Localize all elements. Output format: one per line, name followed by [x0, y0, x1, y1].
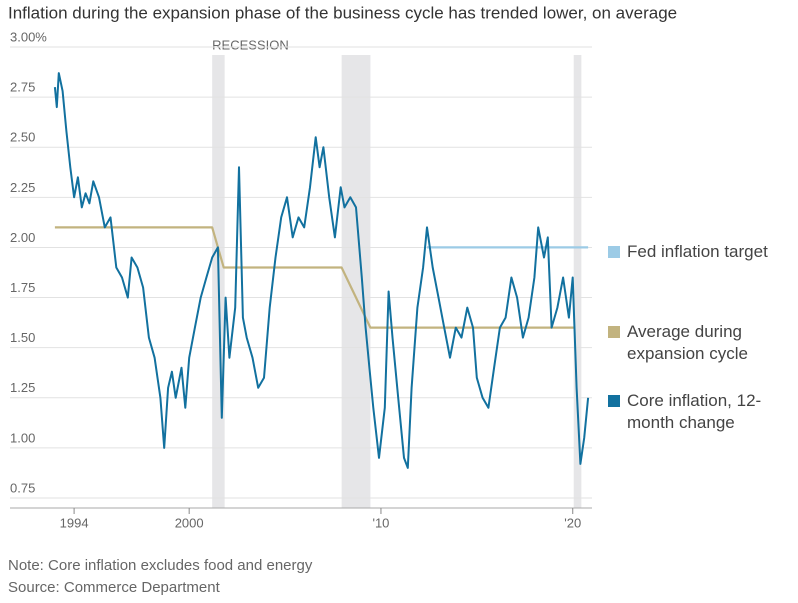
legend-swatch: [608, 395, 620, 407]
y-tick-label: 1.25: [10, 380, 35, 395]
legend-swatch: [608, 326, 620, 338]
y-tick-label: 2.00: [10, 230, 35, 245]
recession-band: [573, 55, 582, 508]
x-tick-label: '10: [372, 515, 389, 530]
legend-swatch: [608, 246, 620, 258]
x-tick-label: 1994: [60, 515, 89, 530]
recession-band: [341, 55, 371, 508]
x-tick-label: 2000: [175, 515, 204, 530]
legend-item: Core inflation, 12-month change: [608, 390, 788, 434]
y-tick-label: 1.50: [10, 330, 35, 345]
recession-label: RECESSION: [212, 37, 289, 52]
legend-label: Average during expansion cycle: [627, 322, 748, 363]
series-line: [53, 72, 590, 469]
y-tick-label: 1.00: [10, 430, 35, 445]
x-tick-label: '20: [564, 515, 581, 530]
note: Note: Core inflation excludes food and e…: [8, 557, 313, 574]
y-tick-label: 2.25: [10, 180, 35, 195]
y-tick-label: 0.75: [10, 480, 35, 495]
y-tick-label: 1.75: [10, 280, 35, 295]
y-tick-label: 3.00%: [10, 29, 47, 44]
legend-item: Fed inflation target: [608, 241, 788, 263]
chart-title: Inflation during the expansion phase of …: [8, 3, 677, 22]
legend-label: Core inflation, 12-month change: [627, 391, 762, 432]
y-tick-label: 2.75: [10, 80, 35, 95]
series-line: [54, 226, 574, 329]
y-tick-label: 2.50: [10, 130, 35, 145]
legend-label: Fed inflation target: [627, 242, 768, 261]
legend-item: Average during expansion cycle: [608, 321, 788, 365]
source: Source: Commerce Department: [8, 579, 221, 596]
